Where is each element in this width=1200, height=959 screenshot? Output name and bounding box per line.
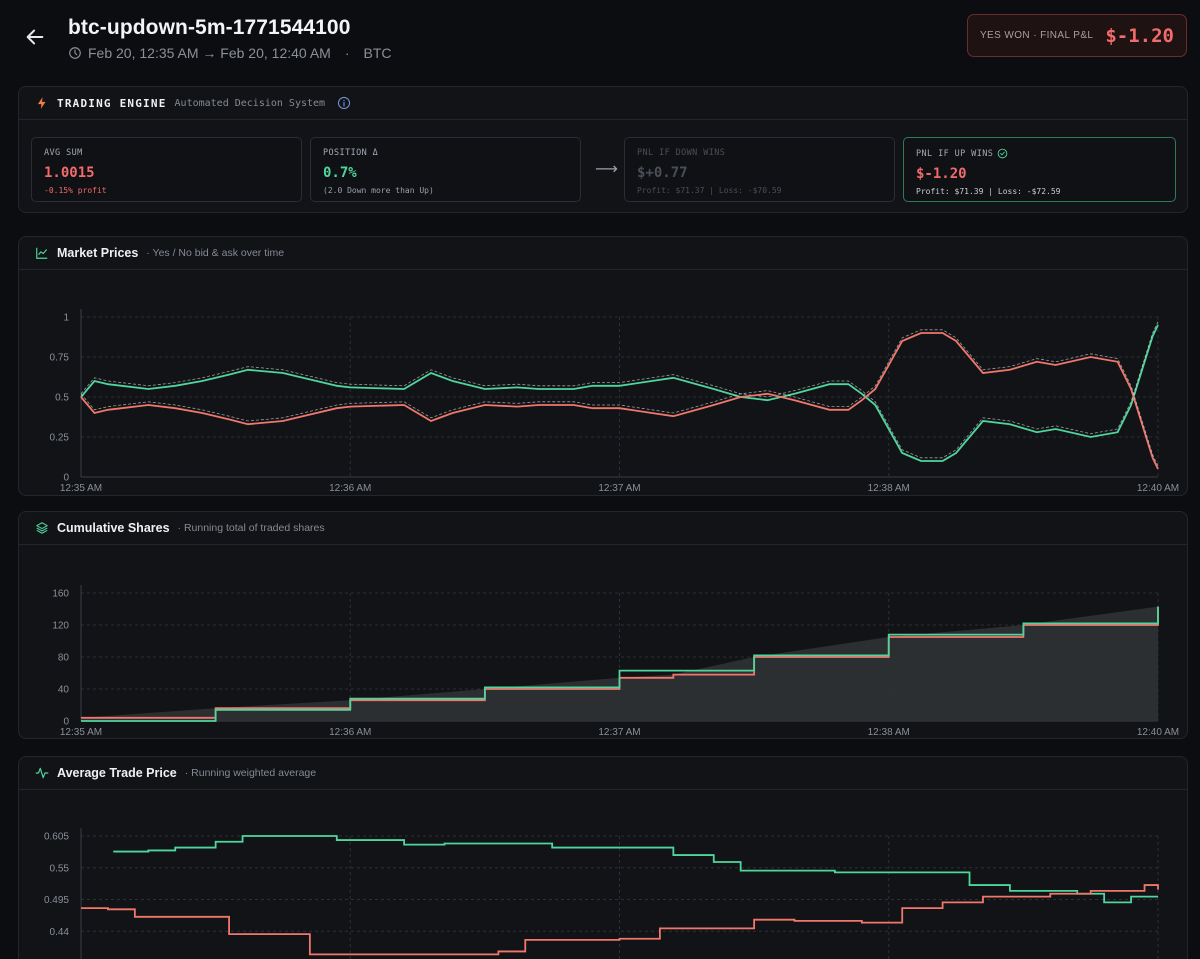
metric-value: $-1.20: [916, 166, 967, 182]
asset-label: BTC: [363, 45, 392, 61]
line-chart-icon: [36, 247, 48, 259]
market-prices-chart[interactable]: 1 0.75 0.5 0.25 012:35 AM 12:36 AM 12:37 AM 12:…: [19, 270, 1187, 517]
info-icon[interactable]: [337, 96, 351, 110]
y-tick-label: 0.5: [55, 393, 69, 404]
x-tick-label: 12:35 AM: [60, 727, 102, 738]
metric-value: $+0.77: [637, 165, 688, 181]
metric-key: PNL IF UP WINS: [916, 148, 1163, 159]
x-tick-label: 12:40 AM: [1137, 483, 1179, 494]
market-prices-title: Market Prices: [57, 246, 139, 260]
metric-note: (2.0 Down more than Up): [323, 186, 434, 195]
y-tick-label: 120: [52, 621, 69, 632]
metric-note: -0.15% profit: [44, 186, 107, 195]
y-tick-label: 160: [52, 589, 69, 600]
metric-pnl-up: PNL IF UP WINS $-1.20 Profit: $71.39 | L…: [903, 137, 1176, 202]
metric-note: Profit: $71.39 | Loss: -$72.59: [916, 187, 1061, 196]
metric-key: POSITION Δ: [323, 148, 379, 158]
market-meta: Feb 20, 12:35 AM → Feb 20, 12:40 AM · BT…: [68, 45, 391, 61]
metric-key: AVG SUM: [44, 148, 83, 158]
series-line-no-avg: [81, 884, 1159, 956]
y-tick-label: 0: [63, 473, 69, 484]
x-tick-label: 12:36 AM: [329, 727, 371, 738]
x-tick-label: 12:38 AM: [868, 483, 910, 494]
x-tick-label: 12:37 AM: [598, 727, 640, 738]
y-tick-label: 0.75: [50, 353, 70, 364]
ask-line: [80, 321, 1159, 459]
cumulative-shares-chart[interactable]: 160 120 80 40 012:35 AM 12:36 AM 12:37 AM 12:38…: [19, 545, 1187, 760]
y-tick-label: 0: [63, 717, 69, 728]
cumulative-shares-header: Cumulative Shares · Running total of tra…: [19, 512, 1187, 545]
metric-value: 1.0015: [44, 165, 95, 181]
x-tick-label: 12:35 AM: [60, 483, 102, 494]
clock-icon: [69, 47, 81, 59]
market-prices-panel: Market Prices · Yes / No bid & ask over …: [18, 236, 1188, 517]
engine-title: TRADING ENGINE: [57, 96, 167, 110]
series-line-no-bid: [80, 332, 1159, 470]
y-tick-label: 0.44: [50, 927, 70, 938]
metric-pnl-down: PNL IF DOWN WINS $+0.77 Profit: $71.37 |…: [624, 137, 895, 202]
metric-avg-sum: AVG SUM 1.0015 -0.15% profit: [31, 137, 302, 202]
result-value: $-1.20: [1105, 24, 1174, 47]
final-pnl-badge: YES WON · FINAL P&L $-1.20: [967, 14, 1187, 57]
engine-subtitle: Automated Decision System: [174, 97, 326, 109]
trading-engine-panel: TRADING ENGINE Automated Decision System…: [18, 86, 1188, 213]
y-tick-label: 0.605: [44, 832, 69, 843]
x-tick-label: 12:38 AM: [868, 727, 910, 738]
lightning-icon: [37, 97, 46, 109]
trading-engine-header: TRADING ENGINE Automated Decision System: [19, 87, 1187, 120]
arrow-right-icon: ⟶: [595, 161, 618, 178]
market-prices-subtitle: · Yes / No bid & ask over time: [146, 247, 285, 259]
y-tick-label: 0.55: [50, 863, 70, 874]
cumulative-shares-subtitle: · Running total of traded shares: [177, 522, 325, 534]
metric-key-text: PNL IF UP WINS: [916, 148, 994, 159]
back-arrow-icon[interactable]: [24, 26, 46, 48]
average-trade-price-title: Average Trade Price: [57, 766, 177, 780]
check-circle-icon: [997, 148, 1008, 159]
y-tick-label: 0.495: [44, 895, 69, 906]
y-tick-label: 40: [58, 685, 70, 696]
market-prices-header: Market Prices · Yes / No bid & ask over …: [19, 237, 1187, 270]
activity-icon: [35, 767, 49, 779]
x-tick-label: 12:40 AM: [1137, 727, 1179, 738]
series-line-yes-bid: [80, 324, 1159, 462]
time-range: Feb 20, 12:35 AM → Feb 20, 12:40 AM: [88, 45, 331, 61]
average-trade-price-subtitle: · Running weighted average: [184, 767, 317, 779]
metric-key: PNL IF DOWN WINS: [637, 148, 726, 158]
layers-icon: [36, 522, 48, 534]
x-tick-label: 12:36 AM: [329, 483, 371, 494]
x-tick-label: 12:37 AM: [598, 483, 640, 494]
series-line-yes-avg: [113, 835, 1158, 904]
separator-dot: ·: [344, 45, 350, 61]
average-trade-price-header: Average Trade Price · Running weighted a…: [19, 757, 1187, 790]
cumulative-shares-title: Cumulative Shares: [57, 521, 170, 535]
ask-line: [80, 329, 1159, 466]
cumulative-shares-panel: Cumulative Shares · Running total of tra…: [18, 511, 1188, 760]
average-trade-price-panel: Average Trade Price · Running weighted a…: [18, 756, 1188, 959]
y-tick-label: 80: [58, 653, 70, 664]
series-line-yes-shares: [81, 606, 1159, 722]
area-fill: [81, 606, 1158, 721]
metric-value: 0.7%: [323, 165, 357, 181]
page-title: btc-updown-5m-1771544100: [68, 16, 351, 39]
metric-note: Profit: $71.37 | Loss: -$70.59: [637, 186, 782, 195]
y-tick-label: 0.25: [50, 433, 70, 444]
y-tick-label: 1: [63, 313, 69, 324]
metric-position-delta: POSITION Δ 0.7% (2.0 Down more than Up): [310, 137, 581, 202]
result-label: YES WON · FINAL P&L: [979, 30, 1094, 41]
